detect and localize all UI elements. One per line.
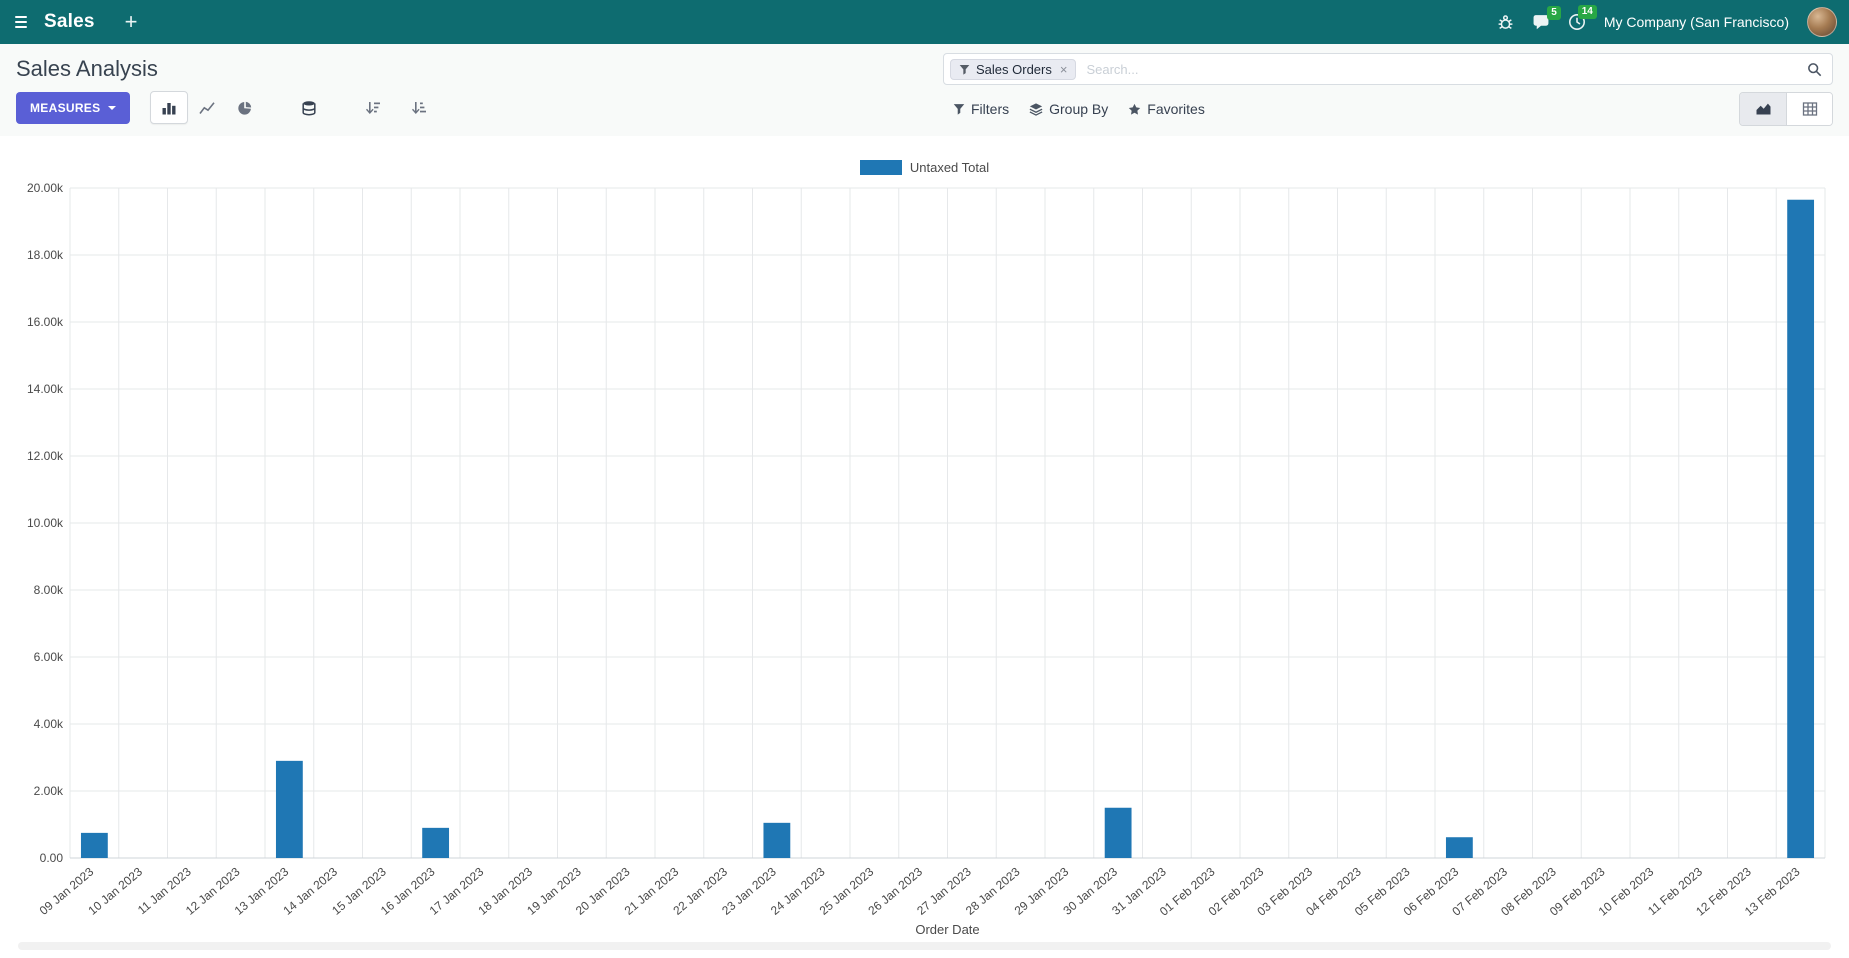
chart-legend[interactable]: Untaxed Total <box>16 158 1833 176</box>
y-tick-label: 14.00k <box>27 382 64 396</box>
measures-label: MEASURES <box>30 100 101 115</box>
pivot-table-icon <box>1802 102 1817 116</box>
bar-chart-mode-button[interactable] <box>150 91 189 124</box>
search-input[interactable] <box>1084 60 1799 78</box>
group-by-label: Group By <box>1049 101 1109 117</box>
x-tick-label: 10 Jan 2023 <box>85 864 145 917</box>
pie-chart-icon <box>238 101 252 115</box>
app-name[interactable]: Sales <box>44 11 95 32</box>
magnifier-icon <box>1808 62 1822 76</box>
filter-funnel-icon <box>959 64 970 75</box>
facet-remove-button[interactable]: × <box>1059 61 1068 77</box>
search-facet-sales-orders[interactable]: Sales Orders × <box>950 58 1077 80</box>
favorites-label: Favorites <box>1147 101 1205 117</box>
bar-23 Jan 2023[interactable] <box>763 822 791 858</box>
bar-13 Feb 2023[interactable] <box>1787 199 1815 859</box>
area-chart-icon <box>1756 103 1770 115</box>
y-tick-label: 10.00k <box>27 516 64 530</box>
page-title: Sales Analysis <box>16 56 158 81</box>
sort-descending-icon <box>366 101 381 114</box>
sort-ascending-button[interactable] <box>400 91 438 124</box>
sort-descending-button[interactable] <box>354 91 392 124</box>
chart-type-group <box>150 91 264 124</box>
filters-button[interactable]: Filters <box>943 97 1019 121</box>
clock-icon <box>1568 14 1585 30</box>
group-by-button[interactable]: Group By <box>1019 97 1118 121</box>
chevron-down-icon <box>108 105 117 110</box>
bar-09 Jan 2023[interactable] <box>80 832 108 858</box>
facet-label: Sales Orders <box>976 61 1052 77</box>
debug-bug-button[interactable] <box>1497 14 1514 31</box>
line-chart-mode-button[interactable] <box>188 91 226 124</box>
line-chart-icon <box>199 101 216 114</box>
bar-30 Jan 2023[interactable] <box>1104 807 1132 858</box>
sort-ascending-icon <box>412 101 427 114</box>
messages-button[interactable]: 5 <box>1532 5 1561 31</box>
activities-button[interactable]: 14 <box>1568 5 1597 31</box>
search-button[interactable] <box>1807 62 1822 77</box>
new-tab-plus-button[interactable]: + <box>124 9 138 34</box>
y-tick-label: 18.00k <box>27 248 64 262</box>
bug-icon <box>1498 14 1513 29</box>
filter-funnel-icon <box>953 104 965 115</box>
view-switcher <box>1739 92 1833 126</box>
pivot-view-button[interactable] <box>1786 93 1832 125</box>
messages-count-badge: 5 <box>1547 5 1561 20</box>
x-axis-title: Order Date <box>915 922 979 937</box>
y-tick-label: 16.00k <box>27 315 64 329</box>
stacked-layers-icon <box>302 100 316 115</box>
pie-chart-mode-button[interactable] <box>226 91 264 124</box>
filters-label: Filters <box>971 101 1010 117</box>
y-tick-label: 4.00k <box>34 717 64 731</box>
chart-container: Untaxed Total 0.00 2.00k 4.00k 6.00k 8.00k 10… <box>0 136 1849 950</box>
horizontal-scrollbar[interactable] <box>18 942 1831 950</box>
user-avatar[interactable] <box>1807 7 1837 37</box>
graph-view-button[interactable] <box>1740 93 1786 125</box>
stacked-toggle-button[interactable] <box>290 91 328 124</box>
y-tick-label: 6.00k <box>34 650 64 664</box>
legend-swatch <box>859 159 902 175</box>
favorites-button[interactable]: Favorites <box>1118 97 1215 121</box>
bar-chart[interactable]: 0.00 2.00k 4.00k 6.00k 8.00k 10.00k 12.00k 14.0… <box>16 180 1833 942</box>
bar-chart-icon <box>162 102 176 114</box>
control-panel: Sales Analysis MEASURES <box>0 44 1849 136</box>
apps-menu-icon[interactable] <box>12 13 30 31</box>
star-icon <box>1129 103 1141 115</box>
y-tick-label: 20.00k <box>27 181 64 195</box>
y-tick-label: 0.00 <box>40 851 64 865</box>
y-tick-label: 8.00k <box>34 583 64 597</box>
legend-label: Untaxed Total <box>909 159 990 175</box>
bar-13 Jan 2023[interactable] <box>275 760 303 858</box>
layers-icon <box>1029 103 1043 116</box>
search-bar[interactable]: Sales Orders × <box>943 53 1833 85</box>
measures-button[interactable]: MEASURES <box>16 91 131 124</box>
chat-bubble-icon <box>1533 14 1549 29</box>
y-tick-label: 2.00k <box>34 784 64 798</box>
bar-16 Jan 2023[interactable] <box>422 827 450 858</box>
bar-06 Feb 2023[interactable] <box>1445 837 1473 858</box>
y-tick-label: 12.00k <box>27 449 64 463</box>
company-switcher[interactable]: My Company (San Francisco) <box>1603 14 1789 30</box>
activities-count-badge: 14 <box>1577 5 1597 19</box>
top-navbar: Sales + 5 14 My Company (San Francisco) <box>0 0 1849 44</box>
